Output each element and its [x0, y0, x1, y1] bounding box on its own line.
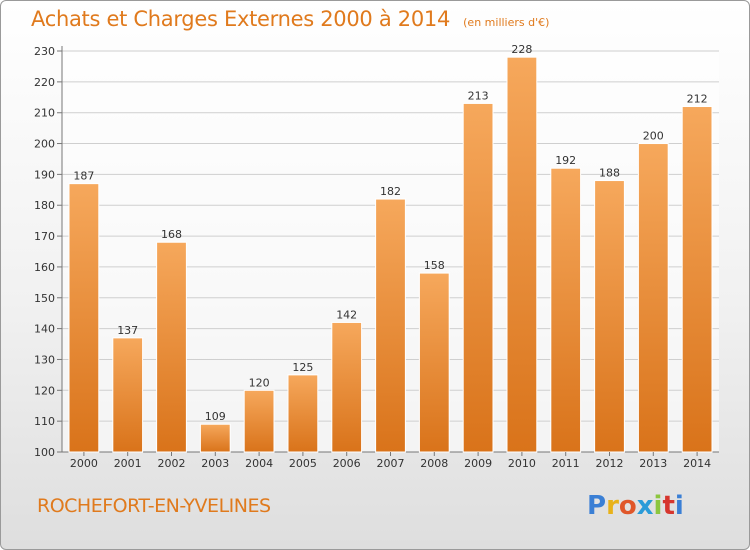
y-tick-label: 130 [34, 353, 55, 366]
y-tick-label: 160 [34, 261, 55, 274]
data-label: 212 [687, 93, 708, 106]
data-label: 120 [249, 376, 270, 389]
x-tick-label: 2013 [639, 457, 667, 470]
bar-2013 [637, 143, 669, 453]
logo-letter: r [606, 491, 619, 521]
y-tick-label: 140 [34, 323, 55, 336]
y-tick-label: 150 [34, 292, 55, 305]
x-tick-label: 2006 [333, 457, 361, 470]
bar-2012 [594, 180, 625, 453]
data-label: 192 [555, 154, 576, 167]
bar-2002 [156, 241, 187, 453]
x-tick-label: 2002 [158, 457, 186, 470]
y-tick-label: 100 [34, 446, 55, 459]
data-label: 142 [336, 308, 357, 321]
bar-2005 [287, 374, 319, 453]
y-tick-label: 120 [34, 384, 55, 397]
bar-2014 [681, 106, 713, 453]
title-block: Achats et Charges Externes 2000 à 2014 (… [31, 7, 549, 31]
bar-2006 [331, 321, 363, 453]
plot-area: 100 110 120 130 140 150 160 170 180 190 200 210 220 2… [34, 43, 719, 470]
y-tick-label: 190 [34, 168, 55, 181]
bar-2007 [375, 198, 406, 453]
x-tick-label: 2005 [289, 457, 317, 470]
logo-letter: P [587, 491, 607, 521]
data-label: 137 [117, 324, 138, 337]
logo-letter: o [618, 491, 637, 521]
logo-letter: i [653, 491, 663, 521]
x-tick-label: 2009 [464, 457, 492, 470]
x-tick-label: 2012 [596, 457, 624, 470]
x-tick-label: 2014 [683, 457, 711, 470]
x-tick-label: 2000 [70, 457, 98, 470]
bar-2000 [68, 183, 100, 453]
bar-2011 [550, 167, 582, 453]
data-label: 187 [73, 170, 94, 183]
x-tick-label: 2010 [508, 457, 536, 470]
location-name: ROCHEFORT-EN-YVELINES [37, 495, 271, 517]
x-tick-label: 2008 [420, 457, 448, 470]
data-label: 158 [424, 259, 445, 272]
bar-2009 [462, 102, 494, 453]
chart-title: Achats et Charges Externes 2000 à 2014 [31, 7, 451, 31]
bar-2004 [243, 389, 275, 453]
logo-letter: i [674, 491, 684, 521]
y-tick-label: 200 [34, 138, 55, 151]
x-tick-label: 2004 [245, 457, 273, 470]
y-tick-label: 110 [34, 415, 55, 428]
data-label: 200 [643, 130, 664, 143]
y-tick-label: 170 [34, 230, 55, 243]
data-label: 125 [292, 361, 313, 374]
x-tick-label: 2003 [201, 457, 229, 470]
bar-2003 [199, 423, 231, 453]
bar-2010 [506, 56, 538, 453]
x-tick-label: 2011 [552, 457, 580, 470]
proxiti-logo[interactable]: Proxiti [587, 491, 684, 521]
logo-letter: x [636, 491, 654, 521]
y-tick-label: 230 [34, 45, 55, 58]
y-tick-label: 220 [34, 76, 55, 89]
logo-letter: t [662, 491, 675, 521]
data-label: 168 [161, 228, 182, 241]
x-tick-label: 2001 [114, 457, 142, 470]
data-label: 109 [205, 410, 226, 423]
chart-subtitle: (en milliers d'€) [463, 16, 550, 29]
bar-2008 [418, 272, 450, 453]
data-label: 228 [511, 43, 532, 56]
data-label: 188 [599, 167, 620, 180]
bar-2001 [112, 337, 144, 453]
x-tick-label: 2007 [377, 457, 405, 470]
data-label: 182 [380, 185, 401, 198]
y-tick-label: 180 [34, 199, 55, 212]
data-label: 213 [468, 89, 489, 102]
y-tick-label: 210 [34, 107, 55, 120]
